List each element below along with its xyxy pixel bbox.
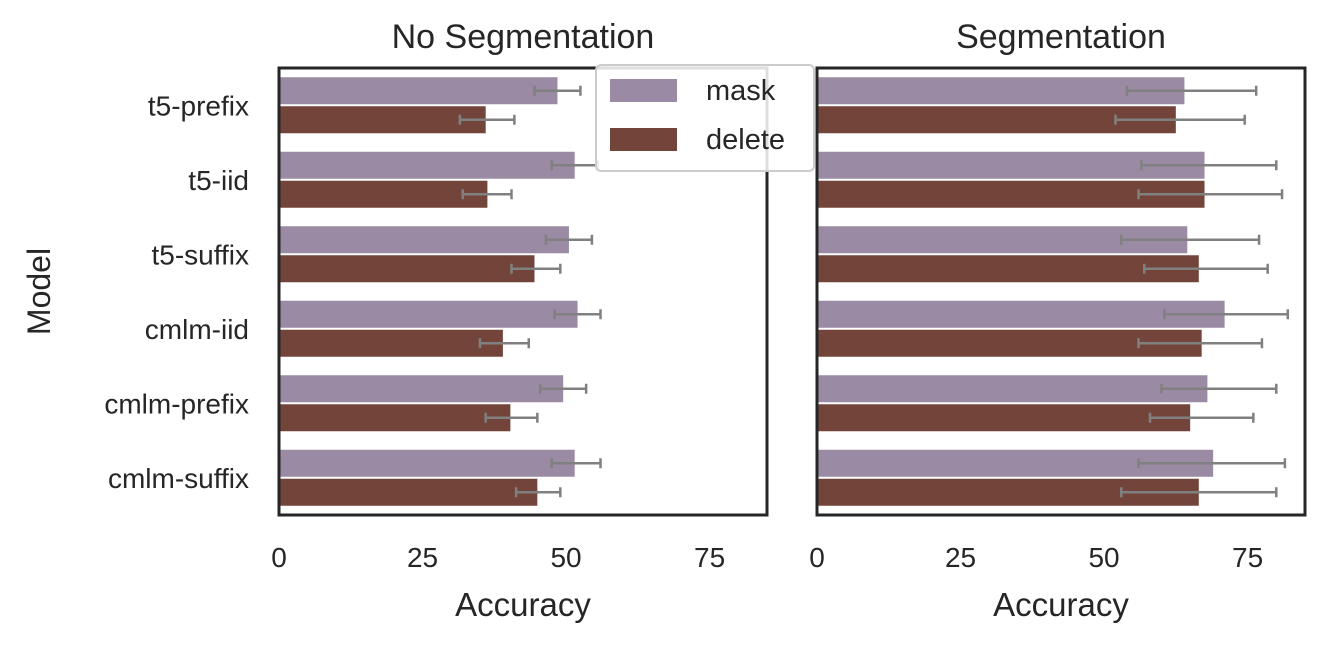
bar-0-delete-cmlm-prefix [279, 404, 511, 432]
x-axis-label-0: Accuracy [455, 586, 591, 623]
legend-swatch-delete [610, 128, 677, 151]
bar-0-delete-cmlm-iid [279, 329, 503, 357]
panel-title-0: No Segmentation [392, 18, 655, 56]
bar-0-delete-cmlm-suffix [279, 478, 538, 506]
bar-0-mask-cmlm-prefix [279, 375, 564, 403]
panel-title-1: Segmentation [956, 18, 1166, 56]
x-tick-label-0-25: 25 [407, 542, 438, 573]
y-axis-label: Model [21, 248, 57, 335]
bar-0-mask-t5-iid [279, 151, 575, 179]
y-tick-label-cmlm-prefix: cmlm-prefix [104, 388, 249, 419]
x-tick-label-1-25: 25 [945, 542, 976, 573]
bar-1-mask-cmlm-iid [817, 300, 1225, 328]
bar-0-delete-t5-suffix [279, 255, 535, 283]
bar-1-mask-cmlm-prefix [817, 375, 1208, 403]
panel-frame-1 [815, 66, 1307, 517]
bar-1-delete-t5-suffix [817, 255, 1199, 283]
y-tick-label-t5-iid: t5-iid [188, 165, 249, 196]
y-tick-label-t5-suffix: t5-suffix [151, 239, 249, 270]
bar-0-mask-t5-prefix [279, 77, 558, 105]
bar-1-mask-t5-prefix [817, 77, 1185, 105]
bar-1-mask-t5-iid [817, 151, 1205, 179]
bar-1-delete-cmlm-prefix [817, 404, 1191, 432]
x-tick-label-1-75: 75 [1232, 542, 1263, 573]
y-tick-label-cmlm-iid: cmlm-iid [145, 314, 249, 345]
x-tick-label-1-50: 50 [1088, 542, 1119, 573]
bar-0-mask-cmlm-iid [279, 300, 578, 328]
legend-label-mask: mask [706, 75, 776, 107]
legend-label-delete: delete [706, 124, 785, 156]
bar-0-delete-t5-iid [279, 180, 488, 208]
panel-frame-0 [277, 66, 769, 517]
bar-0-mask-cmlm-suffix [279, 449, 575, 477]
y-tick-label-cmlm-suffix: cmlm-suffix [108, 463, 249, 494]
x-tick-label-0-50: 50 [550, 542, 581, 573]
bar-0-delete-t5-prefix [279, 106, 486, 134]
legend-swatch-mask [610, 79, 677, 102]
bar-0-mask-t5-suffix [279, 226, 569, 254]
x-tick-label-0-0: 0 [271, 542, 287, 573]
x-axis-label-1: Accuracy [993, 586, 1129, 623]
y-tick-label-t5-prefix: t5-prefix [148, 90, 249, 121]
x-tick-label-0-75: 75 [694, 542, 725, 573]
x-tick-label-1-0: 0 [809, 542, 825, 573]
